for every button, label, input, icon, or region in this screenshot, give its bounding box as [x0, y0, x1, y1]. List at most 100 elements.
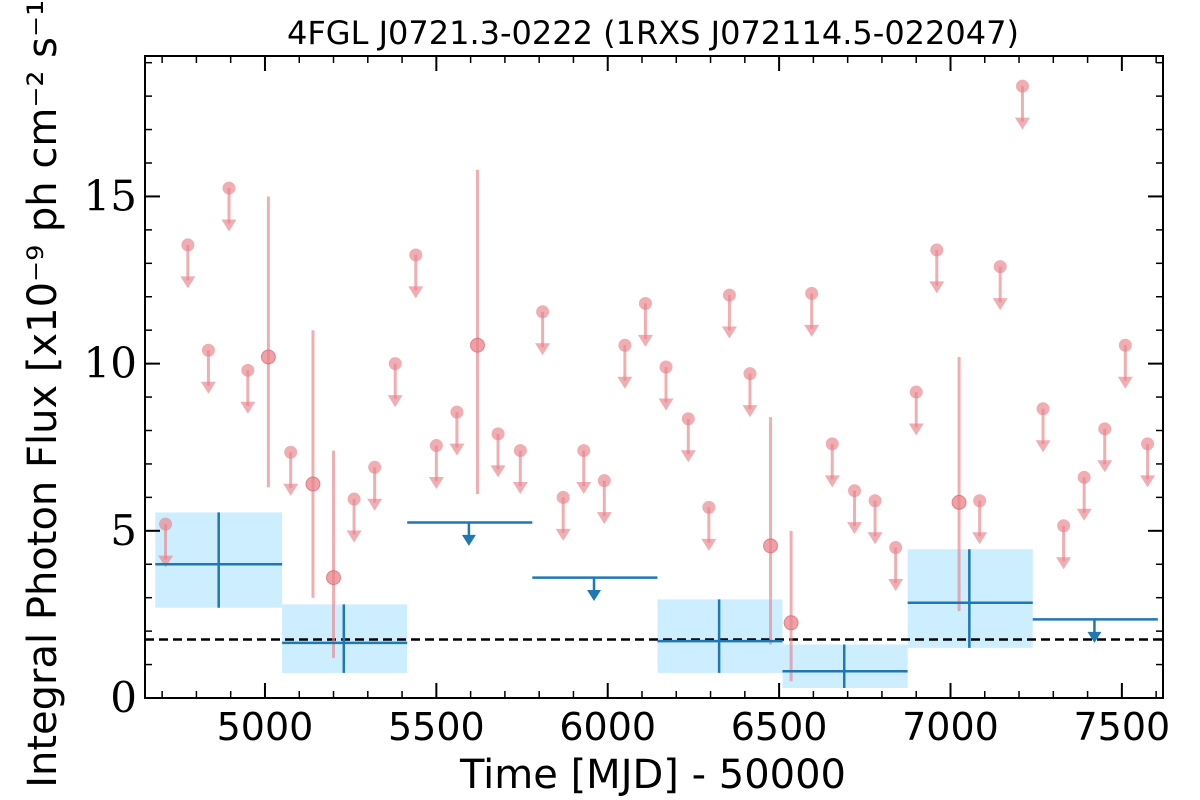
fine-upper-limit-arrow [1076, 508, 1092, 521]
fine-series [158, 79, 1156, 682]
fine-upper-limit-arrow [992, 298, 1008, 311]
coarse-series [155, 512, 1158, 688]
fine-upper-limit-point [1015, 79, 1029, 93]
fine-upper-limit-arrow [617, 376, 633, 389]
x-tick-label: 6500 [731, 705, 828, 749]
fine-data-point [783, 615, 799, 631]
fine-upper-limit-point [222, 181, 236, 195]
fine-upper-limit-arrow [512, 482, 528, 495]
fine-upper-limit-arrow [742, 405, 758, 418]
fine-upper-limit-point [513, 444, 527, 458]
fine-upper-limit-arrow [240, 401, 256, 414]
fine-upper-limit-arrow [346, 530, 362, 543]
fine-upper-limit-arrow [908, 423, 924, 436]
fine-upper-limit-arrow [367, 498, 383, 511]
fine-upper-limit-point [1098, 422, 1112, 436]
fine-upper-limit-arrow [428, 477, 444, 490]
fine-data-point [326, 570, 342, 586]
fine-upper-limit-arrow [972, 532, 988, 545]
fine-data-point [305, 476, 321, 492]
fine-upper-limit-arrow [929, 281, 945, 294]
fine-upper-limit-point [450, 405, 464, 419]
fine-upper-limit-point [973, 494, 987, 508]
fine-upper-limit-point [722, 288, 736, 302]
fine-upper-limit-point [201, 343, 215, 357]
fine-upper-limit-point [1141, 437, 1155, 451]
fine-upper-limit-point [491, 427, 505, 441]
fine-upper-limit-arrow [1056, 557, 1072, 570]
fine-upper-limit-point [368, 460, 382, 474]
x-axis-label: Time [MJD] - 50000 [459, 752, 846, 798]
fine-upper-limit-point [347, 492, 361, 506]
coarse-upper-limit-arrow [587, 590, 602, 602]
axes [144, 55, 1164, 699]
fine-data-point [260, 349, 276, 365]
fine-upper-limit-point [659, 360, 673, 374]
fine-upper-limit-point [868, 494, 882, 508]
fine-upper-limit-arrow [824, 475, 840, 488]
chart-title: 4FGL J0721.3-0222 (1RXS J072114.5-022047… [287, 14, 1019, 52]
fine-upper-limit-point [388, 357, 402, 371]
x-tick-label: 6000 [559, 705, 656, 749]
fine-upper-limit-arrow [1014, 117, 1030, 130]
x-tick-label: 7500 [1074, 705, 1171, 749]
fine-upper-limit-point [930, 243, 944, 257]
fine-upper-limit-point [825, 437, 839, 451]
fine-upper-limit-arrow [804, 324, 820, 337]
fine-upper-limit-arrow [867, 532, 883, 545]
fine-upper-limit-point [1036, 402, 1050, 416]
fine-data-point [951, 494, 967, 510]
fine-upper-limit-point [536, 305, 550, 319]
fine-upper-limit-point [181, 238, 195, 252]
fine-upper-limit-arrow [283, 483, 299, 496]
x-tick-label: 7000 [902, 705, 999, 749]
coarse-upper-limit-arrow [1087, 631, 1102, 643]
fine-upper-limit-arrow [888, 579, 904, 591]
fine-upper-limit-point [638, 296, 652, 310]
fine-upper-limit-point [577, 444, 591, 458]
fine-upper-limit-point [681, 412, 695, 426]
y-tick-label: 0 [110, 673, 137, 722]
fine-upper-limit-point [429, 439, 443, 453]
fine-upper-limit-arrow [408, 286, 424, 299]
fine-upper-limit-point [409, 248, 423, 262]
fine-upper-limit-arrow [221, 219, 237, 232]
y-tick-label: 15 [84, 171, 137, 220]
fine-upper-limit-arrow [658, 398, 674, 411]
fine-upper-limit-point [618, 338, 632, 352]
fine-upper-limit-point [284, 445, 298, 459]
fine-upper-limit-point [597, 474, 611, 488]
fine-upper-limit-arrow [158, 555, 174, 568]
fine-upper-limit-point [909, 385, 923, 399]
fine-upper-limit-point [1057, 519, 1071, 533]
fine-upper-limit-arrow [535, 343, 551, 356]
x-tick-label: 5000 [217, 705, 314, 749]
fine-data-point [763, 538, 779, 554]
x-tick-label: 5500 [388, 705, 485, 749]
plot-frame [144, 55, 1164, 699]
fine-upper-limit-arrow [576, 482, 592, 495]
fine-upper-limit-point [1077, 470, 1091, 484]
fine-upper-limit-arrow [200, 381, 216, 394]
fine-upper-limit-arrow [490, 465, 506, 478]
fine-upper-limit-point [993, 260, 1007, 274]
fine-upper-limit-point [556, 490, 570, 504]
fine-upper-limit-point [702, 500, 716, 514]
fine-upper-limit-arrow [847, 522, 863, 535]
ticks: 5000 5500 6000 6500 7000 7500 0 5 10 15 [84, 56, 1171, 749]
fine-upper-limit-point [743, 367, 757, 381]
fine-upper-limit-arrow [1117, 376, 1133, 389]
fine-upper-limit-arrow [387, 395, 403, 408]
fine-upper-limit-point [159, 517, 173, 531]
fine-upper-limit-arrow [555, 528, 571, 541]
fine-upper-limit-point [889, 541, 903, 555]
y-tick-label: 5 [110, 506, 137, 555]
fine-upper-limit-arrow [449, 443, 465, 456]
fine-upper-limit-point [848, 484, 862, 498]
fine-upper-limit-arrow [596, 512, 612, 525]
coarse-upper-limit-arrow [461, 534, 476, 546]
fine-upper-limit-arrow [701, 538, 717, 551]
fine-upper-limit-point [241, 363, 255, 377]
fine-upper-limit-arrow [1097, 460, 1113, 473]
